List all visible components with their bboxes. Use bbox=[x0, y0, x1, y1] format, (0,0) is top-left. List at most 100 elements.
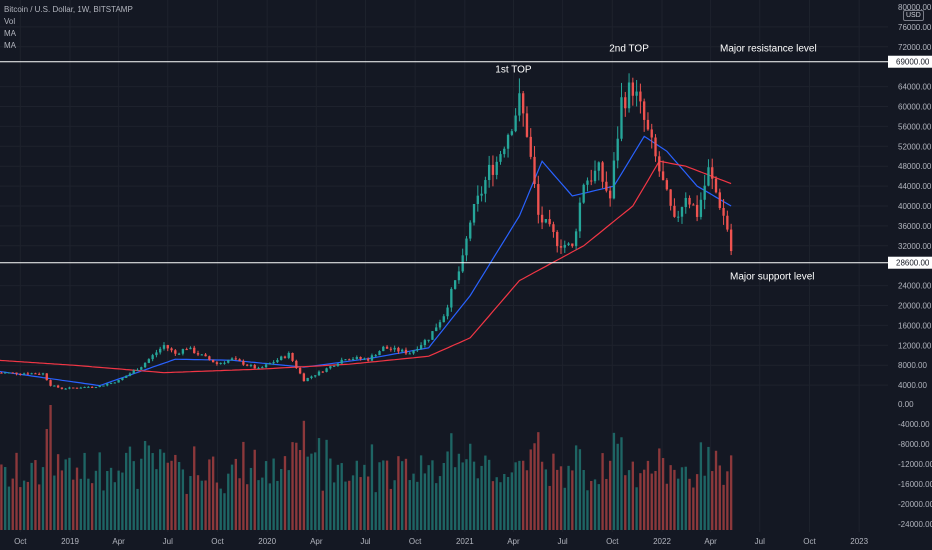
volume-bar bbox=[185, 493, 188, 530]
volume-bar bbox=[26, 481, 30, 530]
candle-body bbox=[586, 180, 589, 185]
candle-body bbox=[529, 136, 532, 157]
volume-bar bbox=[393, 480, 396, 530]
candle-body bbox=[578, 202, 582, 232]
volume-bar bbox=[366, 476, 370, 530]
volume-bar bbox=[510, 472, 514, 530]
candle-body bbox=[537, 184, 540, 215]
volume-bar bbox=[128, 446, 132, 530]
candle-body bbox=[514, 115, 517, 132]
volume-bar bbox=[556, 469, 559, 530]
candle-body bbox=[711, 167, 714, 179]
volume-bar bbox=[329, 458, 332, 530]
candle-body bbox=[563, 244, 566, 248]
volume-bar bbox=[525, 470, 529, 530]
volume-bar bbox=[378, 462, 381, 530]
volume-bar bbox=[389, 488, 393, 530]
volume-bar bbox=[94, 470, 98, 530]
volume-bar bbox=[499, 482, 502, 530]
currency-badge[interactable]: USD bbox=[903, 10, 924, 21]
candle-body bbox=[75, 387, 79, 389]
candle-body bbox=[295, 360, 298, 368]
candle-body bbox=[695, 204, 699, 217]
candle-body bbox=[56, 385, 60, 388]
price-tick-label: 48000.00 bbox=[898, 162, 932, 171]
candle-body bbox=[257, 367, 260, 369]
volume-bar bbox=[593, 479, 597, 530]
candle-body bbox=[234, 358, 237, 360]
candle-body bbox=[465, 238, 468, 256]
volume-bar bbox=[680, 467, 684, 530]
candle-body bbox=[677, 216, 680, 218]
candle-body bbox=[121, 377, 124, 381]
volume-bar bbox=[75, 467, 79, 530]
candle-body bbox=[442, 316, 445, 323]
volume-bar bbox=[711, 471, 714, 530]
time-tick-label: 2022 bbox=[653, 537, 671, 546]
volume-bar bbox=[692, 487, 695, 530]
candle-body bbox=[60, 387, 64, 389]
legend-entry-vol[interactable]: Vol bbox=[4, 17, 16, 26]
volume-bar bbox=[416, 481, 419, 530]
candle-body bbox=[283, 356, 287, 358]
volume-bar bbox=[140, 458, 143, 530]
candle-body bbox=[472, 203, 476, 223]
candle-body bbox=[287, 352, 290, 358]
volume-bar bbox=[147, 445, 151, 530]
candle-body bbox=[661, 171, 665, 181]
candle-body bbox=[90, 386, 94, 388]
volume-bar bbox=[49, 405, 52, 530]
candle-body bbox=[582, 184, 585, 203]
candle-body bbox=[344, 359, 347, 361]
volume-bar bbox=[121, 472, 124, 530]
legend-entry-ma-1[interactable]: MA bbox=[4, 29, 16, 38]
volume-bar bbox=[227, 473, 230, 530]
volume-tick-label: -20000.00 bbox=[898, 500, 932, 509]
candle-body bbox=[639, 91, 642, 102]
candle-body bbox=[525, 113, 529, 137]
candle-body bbox=[19, 373, 22, 375]
candle-body bbox=[340, 359, 343, 364]
volume-bar bbox=[631, 461, 635, 530]
candle-body bbox=[298, 367, 302, 374]
candle-body bbox=[374, 355, 377, 357]
volume-bar bbox=[306, 456, 309, 530]
volume-bar bbox=[627, 470, 631, 530]
price-tick-label: 4000.00 bbox=[898, 381, 927, 390]
price-tick-label: 64000.00 bbox=[898, 83, 932, 92]
candle-body bbox=[227, 360, 230, 363]
volume-bar bbox=[348, 480, 351, 530]
volume-bar bbox=[72, 479, 75, 530]
candle-body bbox=[643, 101, 646, 120]
candle-body bbox=[427, 339, 430, 341]
volume-bar bbox=[344, 481, 347, 530]
candle-body bbox=[650, 129, 653, 138]
volume-bar bbox=[616, 443, 619, 530]
candle-body bbox=[484, 180, 487, 194]
candle-body bbox=[189, 347, 192, 350]
candle-body bbox=[665, 180, 669, 190]
volume-bar bbox=[552, 453, 555, 530]
candle-body bbox=[219, 362, 222, 364]
price-tick-label: 76000.00 bbox=[898, 23, 932, 32]
candle-body bbox=[714, 178, 718, 193]
level-annotation: Major support level bbox=[730, 272, 814, 283]
candle-body bbox=[238, 359, 241, 362]
volume-bar bbox=[453, 467, 457, 530]
candle-body bbox=[408, 353, 411, 355]
legend-entry-ma-2[interactable]: MA bbox=[4, 41, 16, 50]
volume-bar bbox=[684, 466, 687, 530]
candle-body bbox=[401, 349, 404, 352]
level-price-label: 69000.00 bbox=[896, 58, 930, 67]
candle-body bbox=[540, 214, 544, 223]
volume-bar bbox=[567, 465, 570, 530]
volume-bar bbox=[64, 459, 67, 530]
candle-body bbox=[72, 387, 75, 389]
candle-body bbox=[435, 327, 438, 332]
volume-tick-label: -4000.00 bbox=[898, 420, 930, 429]
candle-body bbox=[132, 370, 135, 374]
volume-bar bbox=[446, 451, 449, 530]
candle-body bbox=[117, 380, 120, 383]
time-tick-label: Jul bbox=[360, 537, 370, 546]
